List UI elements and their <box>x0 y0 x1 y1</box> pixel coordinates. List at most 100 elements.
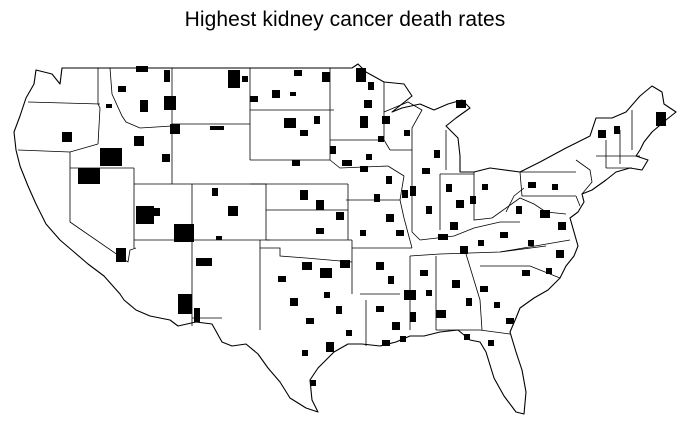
county <box>614 126 620 134</box>
county <box>302 262 312 270</box>
county <box>210 126 224 130</box>
county <box>392 322 400 330</box>
county <box>386 214 394 222</box>
county <box>366 154 372 160</box>
county <box>500 232 508 238</box>
county <box>78 168 100 184</box>
county <box>162 154 170 162</box>
county <box>106 104 112 108</box>
county <box>450 222 458 230</box>
county <box>320 268 332 278</box>
county <box>62 132 72 142</box>
county <box>178 294 192 314</box>
county <box>452 280 460 288</box>
county <box>426 206 432 214</box>
county <box>528 240 534 246</box>
county <box>516 206 522 214</box>
county <box>404 130 410 136</box>
county <box>212 188 218 196</box>
county <box>410 312 416 322</box>
county <box>324 292 330 298</box>
county <box>100 148 122 166</box>
county <box>388 276 394 284</box>
county <box>326 342 334 352</box>
county <box>300 190 308 200</box>
county <box>400 336 406 342</box>
county <box>174 224 194 242</box>
county <box>506 318 514 324</box>
county <box>356 68 366 82</box>
county <box>464 334 470 340</box>
county <box>216 236 222 240</box>
county <box>456 200 464 208</box>
county <box>360 116 368 128</box>
county <box>118 86 126 92</box>
county <box>346 330 352 336</box>
county <box>382 116 390 124</box>
county <box>314 116 320 124</box>
state-borders <box>17 67 640 346</box>
county <box>342 160 352 166</box>
county <box>302 350 308 356</box>
county <box>404 290 416 300</box>
county <box>290 298 298 306</box>
county <box>164 96 176 110</box>
county <box>152 208 160 216</box>
county <box>242 76 248 82</box>
county <box>522 270 530 276</box>
county <box>478 240 484 246</box>
county <box>322 72 330 82</box>
county <box>228 70 240 88</box>
county <box>300 130 308 136</box>
county <box>336 212 344 220</box>
county <box>434 150 440 158</box>
county <box>316 200 324 210</box>
county <box>410 186 416 196</box>
county <box>438 234 448 240</box>
county <box>420 270 428 276</box>
map-title: Highest kidney cancer death rates <box>184 8 506 31</box>
county <box>446 184 452 192</box>
county <box>290 92 296 96</box>
county <box>386 176 392 184</box>
county <box>136 66 148 72</box>
county <box>598 130 606 138</box>
county <box>378 136 384 142</box>
county <box>480 286 488 292</box>
county <box>134 136 144 146</box>
county <box>540 210 550 218</box>
county <box>382 340 390 346</box>
county <box>552 184 558 190</box>
county <box>402 190 408 198</box>
county <box>330 146 336 154</box>
county <box>376 262 384 270</box>
county <box>360 230 366 236</box>
county <box>170 124 180 134</box>
county <box>278 276 286 282</box>
county <box>272 90 280 98</box>
county <box>194 308 200 322</box>
county <box>460 246 468 254</box>
county <box>228 206 238 216</box>
county <box>310 380 316 386</box>
highlighted-counties <box>62 66 666 386</box>
county <box>140 100 148 112</box>
county <box>360 166 368 172</box>
county <box>368 82 374 90</box>
county <box>336 306 342 314</box>
county <box>426 290 432 296</box>
county <box>136 206 154 224</box>
county <box>456 100 466 108</box>
county <box>306 318 314 324</box>
county <box>196 258 212 266</box>
county <box>376 306 384 312</box>
county <box>294 70 302 76</box>
county <box>284 118 296 128</box>
county <box>488 340 494 346</box>
county <box>374 194 380 202</box>
county <box>396 230 404 236</box>
county <box>528 182 536 188</box>
county <box>340 260 350 268</box>
county <box>656 112 666 126</box>
